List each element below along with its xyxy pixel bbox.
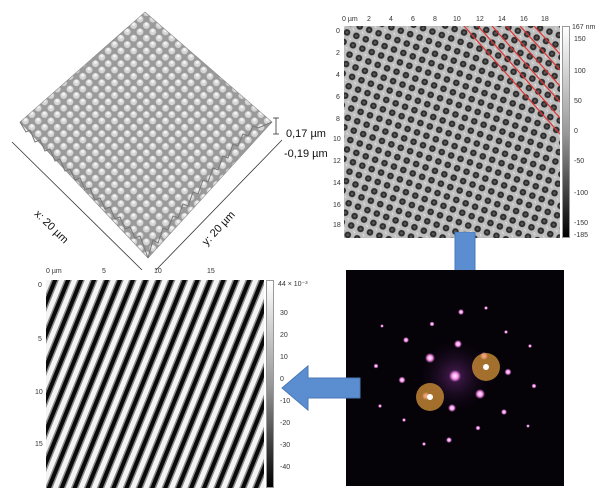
fringe-x-tick: 0 µm — [46, 268, 62, 275]
surface-plane — [19, 11, 273, 259]
fringe-y-tick: 10 — [35, 389, 43, 396]
afm-x-tick: 0 µm — [342, 16, 358, 23]
afm-y-tick: 16 — [333, 202, 341, 209]
fringe-y-tick: 15 — [35, 441, 43, 448]
afm-colorbar-tick: 0 — [574, 128, 578, 135]
afm-colorbar — [562, 26, 570, 238]
afm-y-tick: 4 — [336, 72, 340, 79]
fringe-colorbar-tick: 10 — [280, 354, 288, 361]
afm-y-tick: 14 — [333, 180, 341, 187]
fringe-colorbar-tick: -30 — [280, 442, 291, 449]
fringe-colorbar-tick: 44 × 10⁻³ — [278, 281, 308, 288]
afm-colorbar-tick: 150 — [574, 36, 586, 43]
afm-y-tick: 12 — [333, 158, 341, 165]
afm-x-tick: 8 — [433, 16, 437, 23]
afm-colorbar-tick: -100 — [574, 190, 589, 197]
fringe-map — [46, 280, 264, 488]
fringe-x-tick: 10 — [154, 268, 162, 275]
y-axis-line — [155, 139, 283, 270]
afm-x-tick: 6 — [411, 16, 415, 23]
fringe-colorbar-tick: 30 — [280, 310, 288, 317]
surface-edge-left — [19, 121, 149, 259]
afm-colorbar-tick: 167 nm — [572, 24, 596, 31]
afm-colorbar-tick: -185 — [574, 232, 589, 239]
z-max-label: 0,17 µm — [286, 128, 326, 140]
afm-x-tick: 4 — [389, 16, 393, 23]
afm-x-tick: 14 — [498, 16, 506, 23]
z-min-label: -0,19 µm — [284, 148, 328, 160]
red-line-5 — [477, 26, 560, 119]
afm-x-tick: 18 — [541, 16, 549, 23]
red-line-4 — [533, 26, 560, 55]
fft-spectrum — [346, 270, 564, 486]
afm-height-map — [344, 26, 560, 238]
fringe-x-tick: 15 — [207, 268, 215, 275]
surface-edge-right — [147, 121, 273, 259]
red-line-2 — [505, 26, 560, 87]
x-axis-line — [11, 141, 143, 270]
afm-colorbar-tick: -50 — [574, 158, 585, 165]
red-line-1 — [491, 26, 560, 103]
left-arrow-icon — [281, 364, 361, 412]
fringe-colorbar-tick: 0 — [280, 376, 284, 383]
afm-y-tick: 6 — [336, 94, 340, 101]
fringe-colorbar-tick: -20 — [280, 420, 291, 427]
afm-3d-surface — [11, 11, 283, 270]
fringe-y-tick: 0 — [38, 282, 42, 289]
fringe-colorbar-tick: -10 — [280, 398, 291, 405]
afm-y-tick: 2 — [336, 50, 340, 57]
afm-x-tick: 16 — [520, 16, 528, 23]
afm-x-tick: 12 — [476, 16, 484, 23]
afm-x-tick: 10 — [453, 16, 461, 23]
fringe-colorbar — [266, 280, 274, 488]
afm-y-tick: 18 — [333, 222, 341, 229]
afm-colorbar-tick: 100 — [574, 68, 586, 75]
afm-y-tick: 8 — [336, 116, 340, 123]
afm-colorbar-tick: 50 — [574, 98, 582, 105]
afm-y-tick: 0 — [336, 28, 340, 35]
afm-x-tick: 2 — [367, 16, 371, 23]
red-line-3 — [519, 26, 560, 71]
afm-colorbar-tick: -150 — [574, 220, 589, 227]
afm-y-tick: 10 — [333, 136, 341, 143]
fringe-colorbar-tick: -40 — [280, 464, 291, 471]
fringe-y-tick: 5 — [38, 336, 42, 343]
fringe-x-tick: 5 — [102, 268, 106, 275]
red-line-6 — [463, 26, 560, 135]
fringe-colorbar-tick: 20 — [280, 332, 288, 339]
